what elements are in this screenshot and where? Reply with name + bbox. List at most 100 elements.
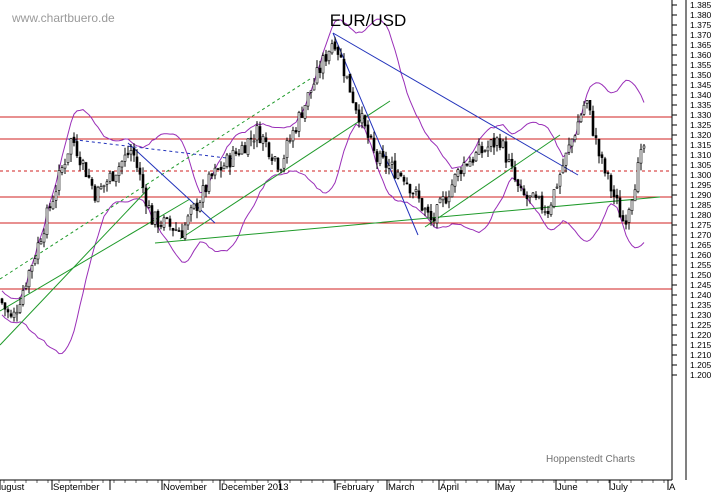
candle-body: [627, 209, 631, 223]
candle-body: [546, 210, 550, 214]
green-trendline: [424, 134, 561, 228]
candle-body: [159, 225, 163, 227]
candle-body: [576, 121, 580, 135]
candle-body: [261, 136, 265, 144]
candle-body: [171, 228, 175, 231]
candle-body: [105, 181, 109, 185]
candle-body: [456, 169, 460, 177]
y-axis: 1.2001.2051.2101.2151.2201.2251.2301.235…: [672, 0, 712, 380]
x-month-label: April: [440, 482, 459, 492]
candle-body: [231, 150, 235, 167]
candle-body: [21, 290, 25, 305]
x-month-label: June: [557, 482, 578, 492]
candle-body: [18, 304, 22, 313]
candle-body: [459, 170, 463, 175]
candle-body: [315, 67, 319, 84]
green-trendline: [179, 100, 391, 240]
candle-body: [582, 104, 586, 115]
candle-body: [168, 218, 172, 227]
candle-body: [528, 195, 532, 198]
candle-body: [642, 145, 646, 149]
y-tick-label: 1.360: [690, 50, 712, 60]
x-axis: ugust September November December 2013 Febru…: [0, 480, 676, 492]
horizontal-lines: [0, 116, 672, 290]
candle-body: [279, 169, 283, 171]
candle-body: [204, 184, 208, 193]
candle-body: [621, 215, 625, 222]
candle-body: [246, 138, 250, 155]
candle-body: [255, 125, 259, 141]
candle-body: [543, 211, 547, 213]
candle-body: [240, 145, 244, 155]
candle-body: [567, 144, 571, 153]
candle-body: [507, 159, 511, 162]
candle-body: [183, 224, 187, 239]
candle-body: [198, 202, 202, 212]
candle-body: [606, 172, 610, 174]
y-tick-label: 1.375: [690, 20, 712, 30]
candle-body: [264, 137, 268, 142]
y-tick-label: 1.350: [690, 70, 712, 80]
candle-body: [351, 91, 355, 103]
candle-body: [126, 152, 130, 156]
candle-body: [369, 135, 373, 138]
y-tick-label: 1.330: [690, 110, 712, 120]
candle-body: [591, 110, 595, 136]
candle-body: [234, 151, 238, 154]
blue-trendline: [332, 32, 419, 236]
candle-body: [225, 154, 229, 167]
y-tick-label: 1.235: [690, 300, 712, 310]
candle-body: [75, 141, 79, 157]
candle-body: [372, 137, 376, 151]
candle-body: [405, 182, 409, 185]
y-tick-label: 1.260: [690, 250, 712, 260]
candle-body: [114, 174, 118, 182]
candles: [0, 36, 646, 322]
candle-body: [207, 173, 211, 192]
candle-body: [585, 100, 589, 104]
candle-body: [153, 211, 157, 225]
candle-body: [375, 151, 379, 162]
y-tick-label: 1.295: [690, 180, 712, 190]
candle-body: [465, 163, 469, 166]
candle-body: [30, 265, 34, 272]
y-tick-label: 1.275: [690, 220, 712, 230]
candle-body: [141, 174, 145, 188]
candle-body: [381, 150, 385, 158]
candle-body: [150, 205, 154, 225]
candle-body: [630, 199, 634, 211]
candle-body: [552, 189, 556, 207]
y-tick-label: 1.280: [690, 210, 712, 220]
y-tick-label: 1.265: [690, 240, 712, 250]
candle-body: [306, 92, 310, 107]
candle-body: [411, 192, 415, 195]
candle-body: [219, 167, 223, 171]
candle-body: [468, 161, 472, 167]
candle-body: [477, 144, 481, 155]
candle-body: [390, 161, 394, 165]
candle-body: [237, 153, 241, 155]
candle-body: [549, 204, 553, 215]
candle-body: [294, 130, 298, 133]
candle-body: [417, 190, 421, 199]
candle-body: [420, 198, 424, 211]
candle-body: [72, 136, 76, 143]
candle-body: [633, 189, 637, 202]
candle-body: [510, 158, 514, 167]
y-tick-label: 1.285: [690, 200, 712, 210]
candle-body: [540, 195, 544, 211]
candle-body: [300, 112, 304, 118]
candle-body: [600, 154, 604, 158]
y-tick-label: 1.205: [690, 360, 712, 370]
candle-body: [258, 126, 262, 144]
candle-body: [555, 186, 559, 189]
candle-body: [24, 285, 28, 289]
candle-body: [516, 179, 520, 187]
candle-body: [102, 184, 106, 188]
candle-body: [402, 176, 406, 182]
candle-body: [345, 75, 349, 79]
candle-body: [453, 174, 457, 187]
candle-body: [162, 217, 166, 228]
candle-body: [525, 194, 529, 200]
y-tick-label: 1.240: [690, 290, 712, 300]
